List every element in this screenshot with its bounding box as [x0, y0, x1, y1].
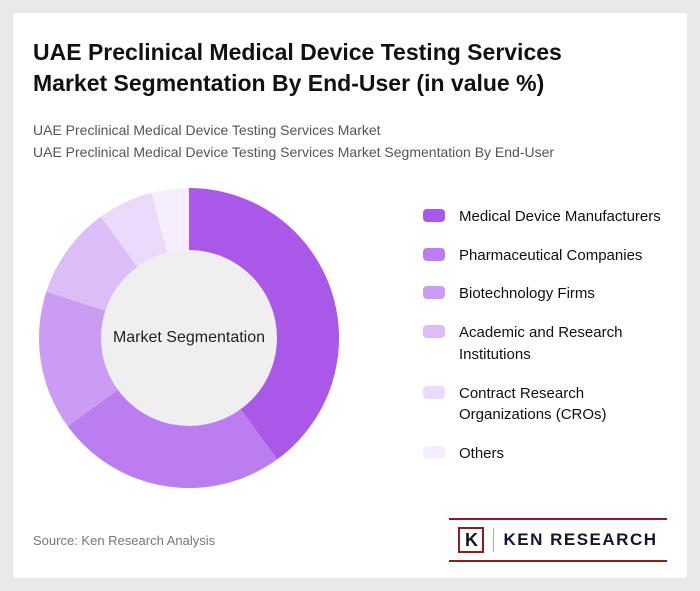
legend-item: Pharmaceutical Companies [423, 245, 667, 267]
legend-swatch-icon [423, 286, 445, 300]
chart-area: Market Segmentation Medical Device Manuf… [33, 187, 667, 488]
legend-label: Pharmaceutical Companies [459, 246, 643, 264]
legend-item: Medical Device Manufacturers [423, 206, 667, 228]
legend-item: Contract Research Organizations (CROs) [423, 383, 667, 427]
donut-chart: Market Segmentation [38, 187, 339, 488]
legend-item: Others [423, 443, 667, 465]
legend-swatch-icon [423, 325, 445, 339]
donut-hole [101, 249, 277, 426]
legend-swatch-icon [423, 446, 445, 460]
chart-subtitle-1: UAE Preclinical Medical Device Testing S… [33, 122, 381, 139]
logo-divider [493, 528, 495, 552]
legend-item: Academic and Research Institutions [423, 322, 667, 366]
legend-label: Academic and Research Institutions [459, 324, 623, 363]
legend-label: Others [459, 445, 505, 463]
source-text: Source: Ken Research Analysis [33, 532, 216, 548]
ken-research-logo: K KEN RESEARCH [449, 518, 667, 562]
legend-swatch-icon [423, 385, 445, 399]
donut-chart-svg [38, 187, 339, 488]
legend-label: Contract Research Organizations (CROs) [459, 384, 607, 424]
logo-name: KEN RESEARCH [503, 530, 658, 549]
legend-label: Medical Device Manufacturers [459, 207, 661, 225]
chart-card: UAE Preclinical Medical Device Testing S… [13, 13, 687, 578]
legend-swatch-icon [423, 247, 445, 261]
footer: Source: Ken Research Analysis K KEN RESE… [33, 518, 667, 562]
legend-swatch-icon [423, 208, 445, 222]
legend-label: Biotechnology Firms [459, 285, 595, 303]
page-title: UAE Preclinical Medical Device Testing S… [33, 39, 562, 97]
legend: Medical Device Manufacturers Pharmaceutic… [423, 206, 667, 465]
legend-item: Biotechnology Firms [423, 283, 667, 305]
chart-subtitle-2: UAE Preclinical Medical Device Testing S… [33, 144, 555, 161]
logo-k-icon: K [458, 527, 485, 553]
